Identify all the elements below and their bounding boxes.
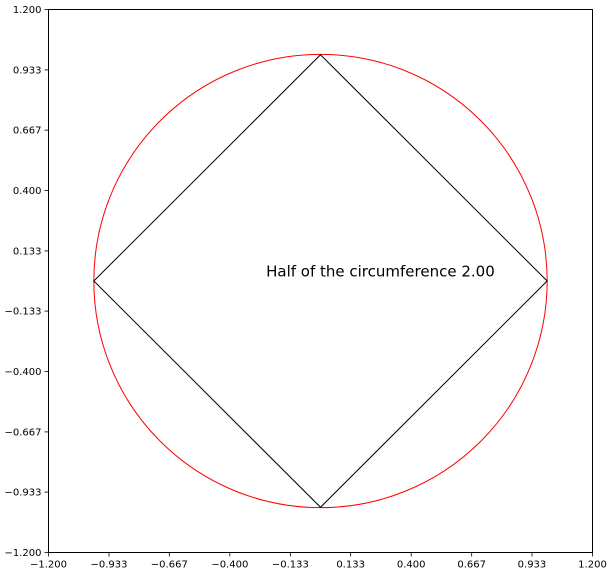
x-tick-label: 0.933 (518, 560, 547, 571)
y-tick-label: −1.200 (4, 548, 41, 559)
y-tick-label: 0.667 (13, 126, 42, 137)
x-tick-label: 0.133 (336, 560, 365, 571)
y-tick-label: −0.133 (4, 307, 41, 318)
y-tick-label: −0.400 (4, 367, 41, 378)
x-tick-label: −0.133 (272, 560, 309, 571)
x-tick-label: 1.200 (578, 560, 607, 571)
x-tick-label: −1.200 (30, 560, 67, 571)
x-tick-label: 0.667 (457, 560, 486, 571)
plot-background (48, 9, 593, 553)
y-axis: −1.200 −0.933 −0.667 −0.400 −0.133 0.133 0.400… (4, 5, 49, 559)
y-tick-label: −0.933 (4, 488, 41, 499)
y-tick-label: 1.200 (13, 5, 42, 16)
y-tick-label: 0.400 (13, 186, 42, 197)
square-series (93, 54, 548, 508)
plot-area: −1.200 −0.933 −0.667 −0.400 −0.133 0.133 0.400… (4, 5, 606, 571)
x-tick-label: 0.400 (397, 560, 426, 571)
x-axis: −1.200 −0.933 −0.667 −0.400 −0.133 0.133 0.400… (30, 552, 607, 571)
x-tick-label: −0.667 (151, 560, 188, 571)
y-tick-label: −0.667 (4, 427, 41, 438)
y-tick-label: 0.933 (13, 65, 42, 76)
x-tick-label: −0.400 (211, 560, 248, 571)
annotation: Half of the circumference 2.00 (266, 262, 495, 280)
x-tick-label: −0.933 (91, 560, 128, 571)
plot-frame (48, 9, 593, 553)
y-tick-label: 0.133 (13, 246, 42, 257)
